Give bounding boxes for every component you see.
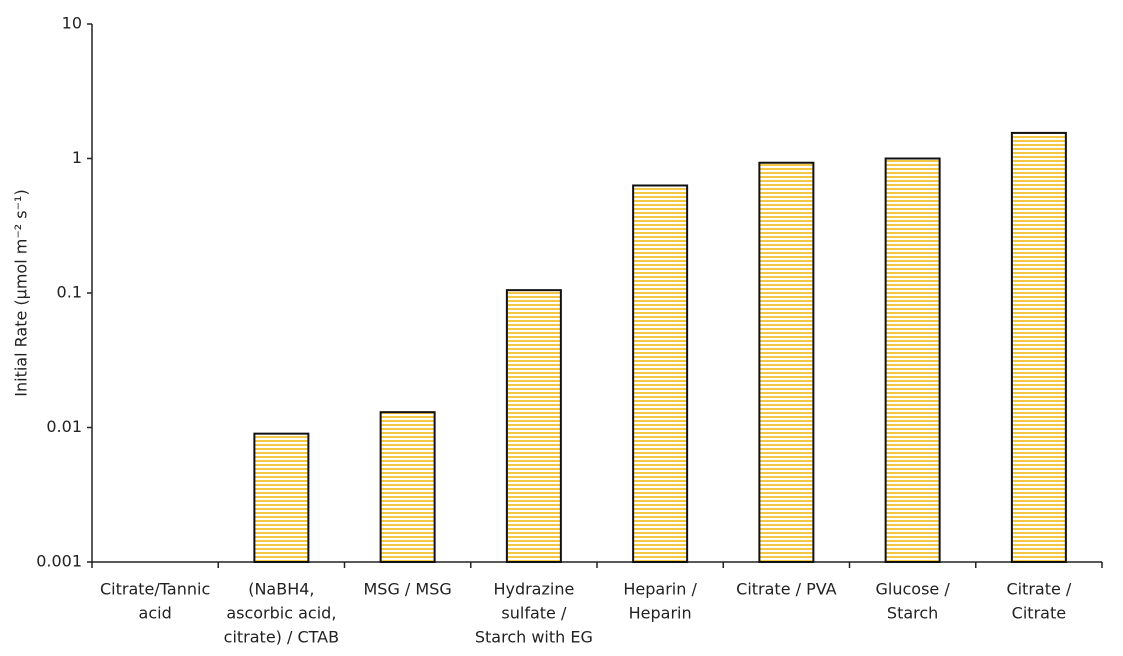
x-tick-label: Citrate / PVA <box>736 580 837 599</box>
bar <box>253 432 310 563</box>
x-tick-label: Citrate / <box>1006 580 1071 599</box>
y-tick-label: 1 <box>72 148 82 167</box>
x-tick-label: ascorbic acid, <box>226 604 336 623</box>
x-tick-label: Starch with EG <box>475 628 593 647</box>
y-tick-label: 0.001 <box>36 552 82 571</box>
x-tick-label: MSG / MSG <box>363 580 451 599</box>
bar <box>379 411 436 563</box>
x-tick-label: Citrate <box>1012 604 1066 623</box>
y-axis-label: Initial Rate (µmol m⁻² s⁻¹) <box>12 189 31 396</box>
x-tick-label: citrate) / CTAB <box>224 628 339 647</box>
x-tick-label: (NaBH4, <box>248 580 314 599</box>
x-tick-label: Starch <box>887 604 938 623</box>
x-tick-label: Hydrazine <box>493 580 574 599</box>
x-tick-label: Citrate/Tannic <box>100 580 210 599</box>
y-tick-label: 10 <box>62 14 82 33</box>
x-tick-label: Glucose / <box>876 580 951 599</box>
x-tick-label: Heparin <box>629 604 692 623</box>
x-tick-label: sulfate / <box>501 604 567 623</box>
y-tick-label: 0.01 <box>46 417 82 436</box>
x-tick-label: Heparin / <box>623 580 697 599</box>
bar <box>1010 131 1067 563</box>
y-tick-label: 0.1 <box>57 283 82 302</box>
bar <box>758 161 815 563</box>
bar <box>632 184 689 563</box>
bar <box>505 289 562 563</box>
x-tick-label: acid <box>139 604 172 623</box>
bar <box>884 157 941 563</box>
